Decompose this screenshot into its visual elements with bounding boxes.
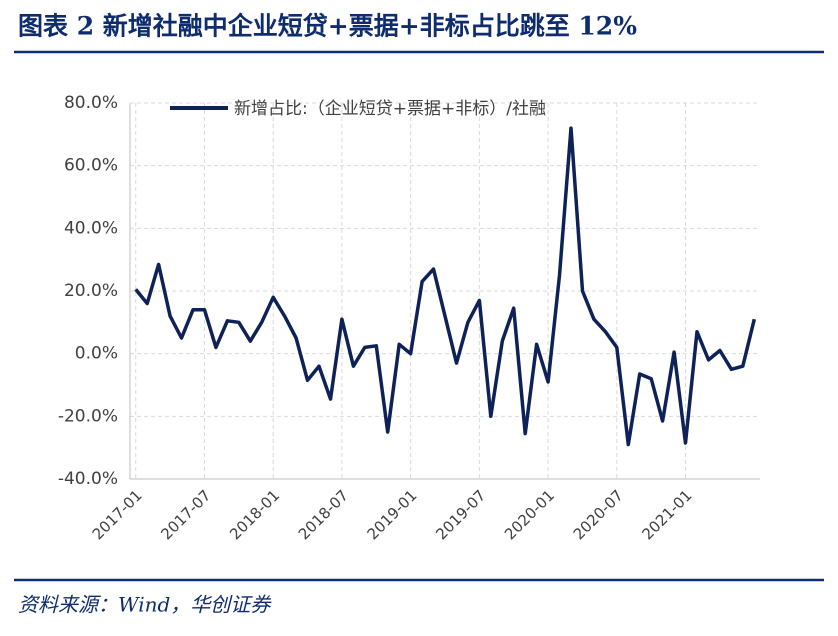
chart-title: 图表 2 新增社融中企业短贷+票据+非标占比跳至 12% (18, 12, 637, 41)
x-tick-label: 2018-07 (295, 486, 352, 543)
source: 资料来源：Wind，华创证券 (18, 593, 272, 617)
x-tick-label: 2019-01 (364, 486, 421, 543)
y-tick-label: 80.0% (64, 93, 118, 113)
x-tick-label: 2021-01 (639, 486, 696, 543)
x-tick-label: 2020-07 (570, 486, 627, 543)
y-tick-label: 60.0% (64, 156, 118, 176)
series-line (134, 126, 756, 447)
y-tick-label: 0.0% (75, 344, 118, 364)
legend-label: 新增占比:（企业短贷+票据+非标）/社融 (234, 99, 546, 119)
y-tick-label: -20.0% (58, 406, 118, 426)
x-tick-label: 2019-07 (432, 486, 489, 543)
x-tick-label: 2018-01 (226, 486, 283, 543)
y-tick-label: -40.0% (58, 469, 118, 489)
y-tick-label: 20.0% (64, 281, 118, 301)
x-tick-label: 2020-01 (501, 486, 558, 543)
y-tick-label: 40.0% (64, 218, 118, 238)
x-tick-label: 2017-07 (157, 486, 214, 543)
x-tick-label: 2017-01 (89, 486, 146, 543)
